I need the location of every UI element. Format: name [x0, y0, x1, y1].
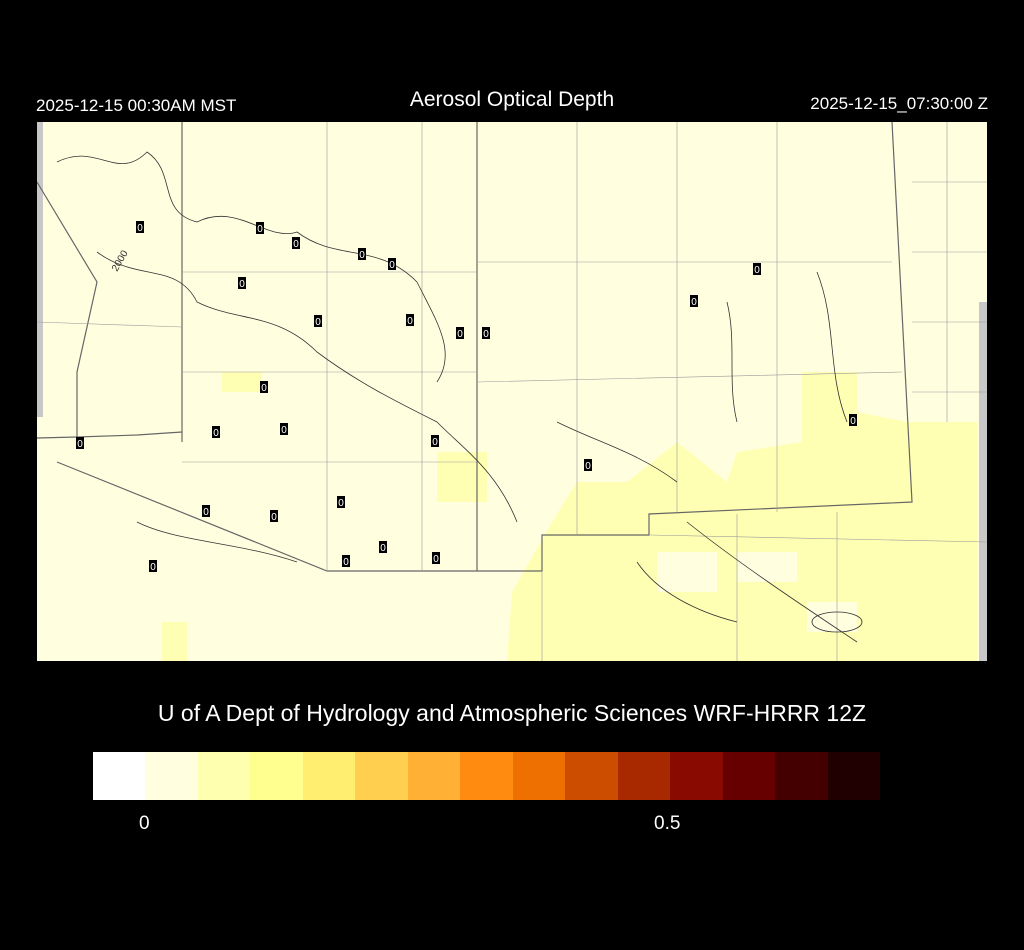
station-value: 0: [850, 416, 856, 427]
station-marker: 0: [584, 459, 592, 472]
gray-edge-left: [37, 122, 43, 417]
colorbar-swatch-9: [565, 752, 618, 800]
station-marker: 0: [342, 555, 350, 568]
station-value: 0: [257, 224, 263, 235]
station-marker: 0: [358, 248, 366, 261]
colorbar-swatch-11: [670, 752, 723, 800]
station-value: 0: [691, 297, 697, 308]
colorbar-swatch-4: [302, 752, 356, 800]
station-value: 0: [137, 223, 143, 234]
local-time: 2025-12-15 00:30AM MST: [36, 96, 237, 115]
station-value: 0: [293, 239, 299, 250]
station-marker: 0: [212, 426, 220, 439]
station-marker: 0: [136, 221, 144, 234]
station-value: 0: [457, 329, 463, 340]
station-marker: 0: [849, 414, 857, 427]
station-marker: 0: [753, 263, 761, 276]
station-value: 0: [380, 543, 386, 554]
colorbar-swatch-6: [407, 752, 461, 800]
station-marker: 0: [406, 314, 414, 327]
county-lines: [37, 122, 987, 661]
station-marker: 0: [260, 381, 268, 394]
station-value: 0: [343, 557, 349, 568]
station-marker: 0: [314, 315, 322, 328]
station-value: 0: [433, 554, 439, 565]
station-marker: 0: [149, 560, 157, 573]
station-value: 0: [585, 461, 591, 472]
station-value: 0: [407, 316, 413, 327]
station-value: 0: [203, 507, 209, 518]
colorbar-tick-0: 0: [139, 813, 150, 834]
station-marker: 0: [379, 541, 387, 554]
station-value: 0: [77, 439, 83, 450]
station-marker: 0: [337, 496, 345, 509]
terrain-contours: [56, 151, 863, 643]
colorbar-swatch-7: [460, 752, 513, 800]
station-marker: 0: [256, 222, 264, 235]
station-value: 0: [261, 383, 267, 394]
station-value: 0: [359, 250, 365, 261]
station-value: 0: [754, 265, 760, 276]
map-title: Aerosol Optical Depth: [409, 88, 615, 111]
station-value: 0: [315, 317, 321, 328]
colorbar-swatch-10: [617, 752, 671, 800]
station-marker: 0: [76, 437, 84, 450]
station-marker: 0: [270, 510, 278, 523]
gray-edge-right: [979, 302, 987, 661]
utc-time: 2025-12-15_07:30:00 Z: [810, 94, 988, 113]
station-value: 0: [239, 279, 245, 290]
colorbar-swatch-12: [722, 752, 776, 800]
station-marker: 0: [482, 327, 490, 340]
station-value: 0: [281, 425, 287, 436]
station-value: 0: [338, 498, 344, 509]
station-markers: 0 0 0 0 0 0 0 0 0 0 0 0 0 0 0 0 0 0 0 0 0 0 0 0 0 0: [76, 221, 857, 573]
station-value: 0: [213, 428, 219, 439]
station-value: 0: [432, 437, 438, 448]
colorbar-swatch-13: [775, 752, 828, 800]
state-borders: [37, 122, 913, 572]
station-marker: 0: [238, 277, 246, 290]
credit-text: U of A Dept of Hydrology and Atmospheric…: [157, 700, 867, 726]
station-marker: 0: [432, 552, 440, 565]
colorbar-swatch-3: [250, 752, 303, 800]
colorbar-swatch-2: [197, 752, 251, 800]
station-marker: 0: [280, 423, 288, 436]
station-marker: 0: [202, 505, 210, 518]
colorbar-swatch-14: [827, 752, 881, 800]
colorbar-tick-0-5: 0.5: [654, 813, 681, 834]
station-marker: 0: [690, 295, 698, 308]
colorbar-swatch-1: [145, 752, 198, 800]
colorbar-swatch-0: [93, 752, 146, 800]
station-value: 0: [150, 562, 156, 573]
station-marker: 0: [431, 435, 439, 448]
station-marker: 0: [388, 258, 396, 271]
station-marker: 0: [456, 327, 464, 340]
colorbar-swatch-8: [512, 752, 566, 800]
colorbar: [93, 752, 881, 800]
station-value: 0: [483, 329, 489, 340]
station-value: 0: [271, 512, 277, 523]
station-marker: 0: [292, 237, 300, 250]
colorbar-swatch-5: [355, 752, 408, 800]
higher-aod-regions: [162, 372, 977, 661]
station-value: 0: [389, 260, 395, 271]
